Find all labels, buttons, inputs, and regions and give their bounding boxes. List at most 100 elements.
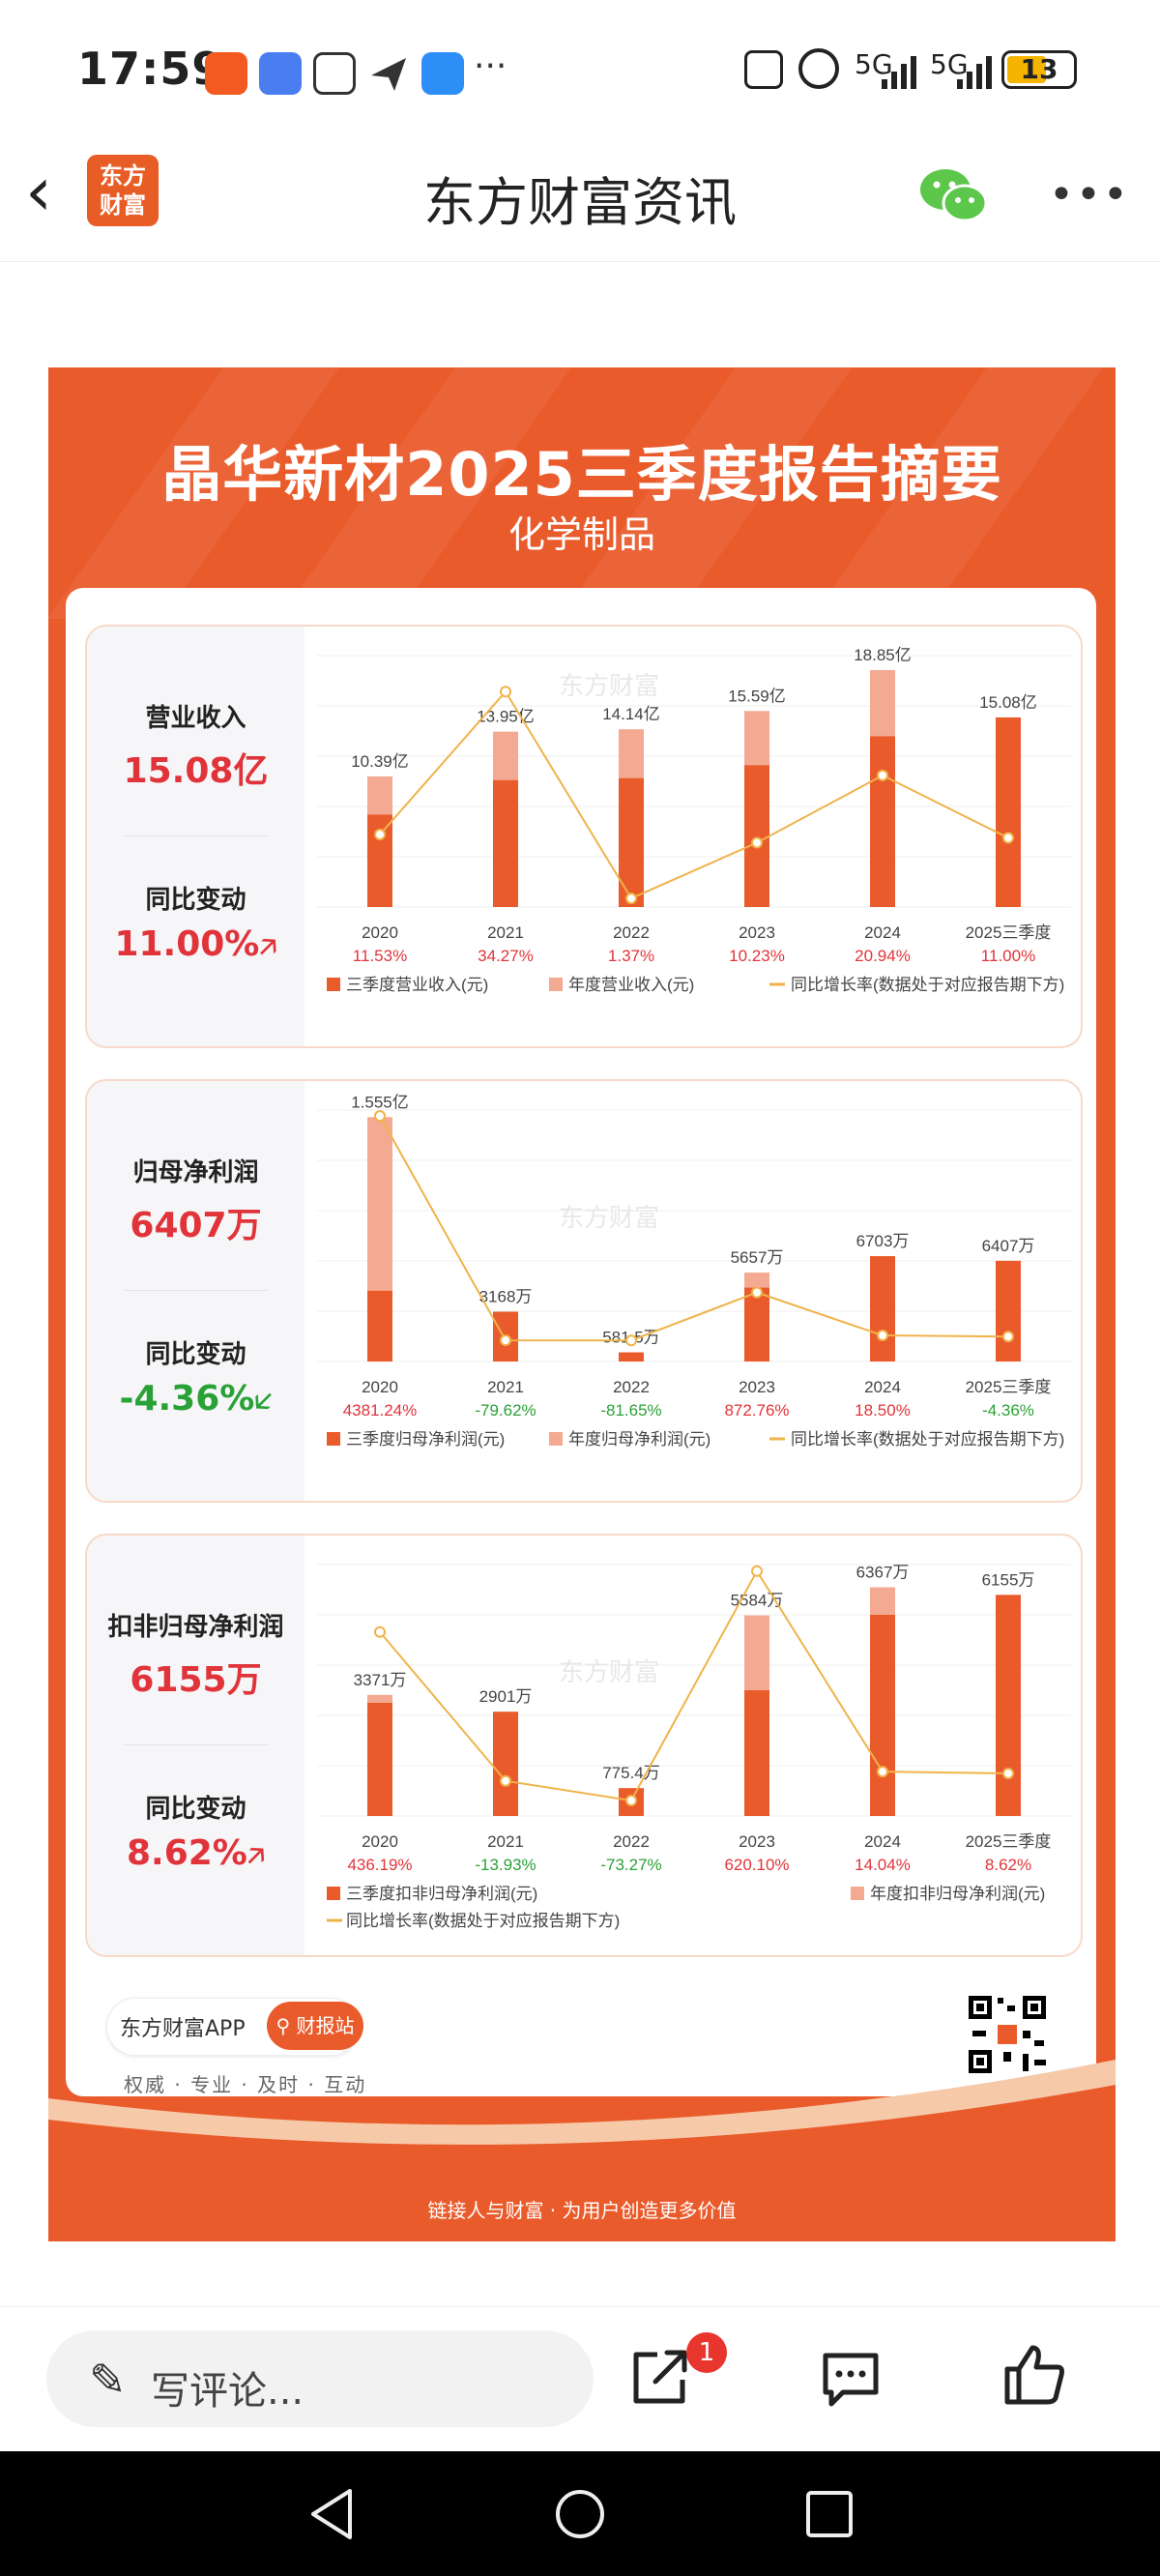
browser-icon [421, 52, 464, 95]
system-recents-button[interactable] [802, 2485, 856, 2543]
bar-q3 [870, 736, 895, 907]
bar-value-label: 6155万 [982, 1570, 1035, 1589]
watermark: 东方财富 [559, 1657, 659, 1686]
growth-label: 34.27% [478, 947, 534, 965]
growth-label: 10.23% [729, 947, 785, 965]
bar-value-label: 2901万 [479, 1687, 533, 1706]
report-infographic: 晶华新材2025三季度报告摘要 化学制品 营业收入 15.08亿 同比变动 11… [48, 367, 1116, 2241]
comments-icon[interactable] [820, 2348, 882, 2410]
legend-swatch-annual [851, 1887, 864, 1900]
deducted-profit-chart: 东方财富 3371万 2020 436.19% 2901万 2021 -13.93% 775.… [317, 1564, 1071, 1930]
comment-placeholder: 写评论... [151, 2369, 304, 2414]
legend-swatch-q3 [327, 1887, 340, 1900]
growth-label: 1.37% [608, 947, 654, 965]
growth-label: 14.04% [855, 1856, 911, 1874]
legend-swatch-q3 [327, 978, 340, 991]
back-button[interactable]: ‹ [25, 152, 52, 231]
growth-point [1002, 1331, 1014, 1343]
nfc-icon [744, 50, 783, 89]
growth-point [500, 1774, 511, 1787]
infographic-subtitle: 化学制品 [508, 513, 655, 556]
arrow-up-icon: 🡥 [246, 1839, 266, 1871]
bar-value-label: 3371万 [354, 1671, 407, 1689]
taobao-icon [205, 52, 247, 95]
bar-q3 [367, 1290, 392, 1361]
slogan: 链接人与财富 · 为用户创造更多价值 [427, 2199, 737, 2222]
legend-annual: 年度归母净利润(元) [568, 1430, 710, 1449]
footer-band [48, 2060, 1116, 2241]
bar-q3 [744, 765, 769, 907]
bar-q3 [996, 1595, 1021, 1816]
bar-value-label: 6367万 [856, 1564, 910, 1582]
like-icon[interactable] [1003, 2342, 1067, 2406]
category-label: 2023 [739, 1832, 775, 1851]
growth-point [1002, 1767, 1014, 1779]
comment-input[interactable] [46, 2330, 594, 2427]
bar-value-label: 6703万 [856, 1232, 910, 1250]
qr-code[interactable] [965, 1992, 1050, 2077]
category-label: 2022 [613, 923, 650, 942]
legend-line: 同比增长率(数据处于对应报告期下方) [791, 976, 1064, 994]
legend-swatch-annual [549, 1432, 563, 1446]
page-title: 东方财富资讯 [423, 172, 737, 233]
deducted-profit-change-value: 8.62%🡥 [126, 1833, 266, 1873]
growth-point [877, 1766, 888, 1778]
share-icon[interactable] [628, 2345, 692, 2409]
category-label: 2021 [487, 923, 524, 942]
category-label: 2023 [739, 923, 775, 942]
bar-q3 [744, 1690, 769, 1816]
net-profit-card: 归母净利润 6407万 同比变动 -4.36%🡧 东方财富 1.555亿 2020 4… [85, 1079, 1083, 1503]
legend-annual: 年度扣非归母净利润(元) [870, 1885, 1045, 1903]
growth-label: -81.65% [600, 1401, 661, 1420]
net-profit-change-label: 同比变动 [145, 1340, 246, 1369]
wechat-share-icon[interactable] [918, 166, 988, 224]
net-profit-label: 归母净利润 [132, 1158, 259, 1187]
bar-q3 [367, 1703, 392, 1816]
message-app-icon [259, 52, 302, 95]
growth-label: 872.76% [724, 1401, 789, 1420]
growth-label: 8.62% [985, 1856, 1031, 1874]
legend-line: 同比增长率(数据处于对应报告期下方) [791, 1430, 1064, 1449]
deducted-profit-change-label: 同比变动 [145, 1795, 246, 1824]
category-label: 2021 [487, 1832, 524, 1851]
net-profit-change-value: -4.36%🡧 [119, 1379, 273, 1419]
bar-value-label: 10.39亿 [351, 752, 409, 771]
growth-label: 620.10% [724, 1856, 789, 1874]
bar-value-label: 14.14亿 [602, 705, 660, 723]
legend-q3: 三季度营业收入(元) [346, 976, 488, 994]
app-tagline: 权威 · 专业 · 及时 · 互动 [124, 2073, 367, 2096]
growth-point [625, 1334, 637, 1347]
legend-swatch-annual [549, 978, 563, 991]
app-name: 东方财富APP [120, 2017, 246, 2041]
legend-swatch-q3 [327, 1432, 340, 1446]
deducted-profit-label: 扣非归母净利润 [107, 1613, 284, 1642]
pen-icon: ✎ [89, 2354, 127, 2406]
growth-label: -4.36% [982, 1401, 1034, 1420]
revenue-label: 营业收入 [145, 704, 246, 733]
share-badge: 1 [686, 2332, 727, 2373]
report-station-button[interactable]: ⚲ 财报站 [267, 2002, 363, 2050]
growth-label: 20.94% [855, 947, 911, 965]
signal-5g-2: 5G [930, 48, 969, 80]
signal-bars-icon-2 [957, 56, 992, 89]
hand-icon [313, 52, 356, 95]
bar-q3 [367, 814, 392, 907]
status-bar [0, 0, 1160, 135]
growth-line [379, 1568, 1009, 1802]
system-home-button[interactable] [553, 2485, 607, 2543]
system-back-button[interactable] [305, 2485, 360, 2543]
infographic-title: 晶华新材2025三季度报告摘要 [161, 439, 1002, 510]
bar-value-label: 13.95亿 [477, 708, 535, 726]
bar-value-label: 6407万 [982, 1237, 1035, 1255]
more-options-button[interactable]: ••• [1049, 170, 1130, 220]
bar-q3 [996, 1260, 1021, 1361]
growth-point [751, 1565, 763, 1577]
growth-label: -73.27% [600, 1856, 661, 1874]
growth-point [500, 1334, 511, 1347]
bar-q3 [493, 1712, 518, 1816]
watermark: 东方财富 [559, 1203, 659, 1232]
bar-value-label: 15.08亿 [979, 693, 1037, 712]
eastmoney-logo: 东方 财富 [87, 155, 159, 226]
revenue-change-value: 11.00%🡥 [114, 924, 277, 964]
growth-label: 18.50% [855, 1401, 911, 1420]
